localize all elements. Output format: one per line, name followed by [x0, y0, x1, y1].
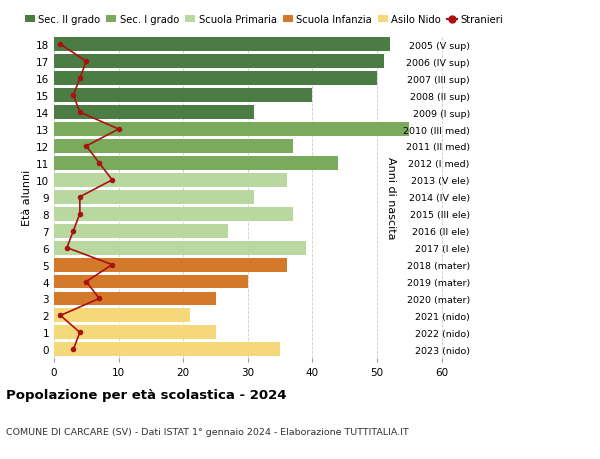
Bar: [54, 140, 293, 154]
Bar: [54, 258, 287, 272]
Bar: [54, 241, 306, 255]
Bar: [54, 106, 254, 120]
Legend: Sec. II grado, Sec. I grado, Scuola Primaria, Scuola Infanzia, Asilo Nido, Stran: Sec. II grado, Sec. I grado, Scuola Prim…: [25, 15, 503, 25]
Bar: [54, 72, 377, 86]
Y-axis label: Età alunni: Età alunni: [22, 169, 32, 225]
Bar: [54, 342, 280, 357]
Bar: [54, 174, 287, 187]
Text: Popolazione per età scolastica - 2024: Popolazione per età scolastica - 2024: [6, 388, 287, 401]
Bar: [54, 190, 254, 204]
Bar: [54, 275, 248, 289]
Bar: [54, 309, 190, 323]
Bar: [54, 292, 215, 306]
Bar: [54, 55, 383, 69]
Bar: [54, 38, 390, 52]
Bar: [54, 326, 215, 340]
Bar: [54, 207, 293, 221]
Bar: [54, 224, 229, 238]
Bar: [54, 157, 338, 170]
Bar: [54, 89, 313, 103]
Bar: [54, 123, 409, 137]
Text: COMUNE DI CARCARE (SV) - Dati ISTAT 1° gennaio 2024 - Elaborazione TUTTITALIA.IT: COMUNE DI CARCARE (SV) - Dati ISTAT 1° g…: [6, 427, 409, 436]
Y-axis label: Anni di nascita: Anni di nascita: [386, 156, 396, 239]
